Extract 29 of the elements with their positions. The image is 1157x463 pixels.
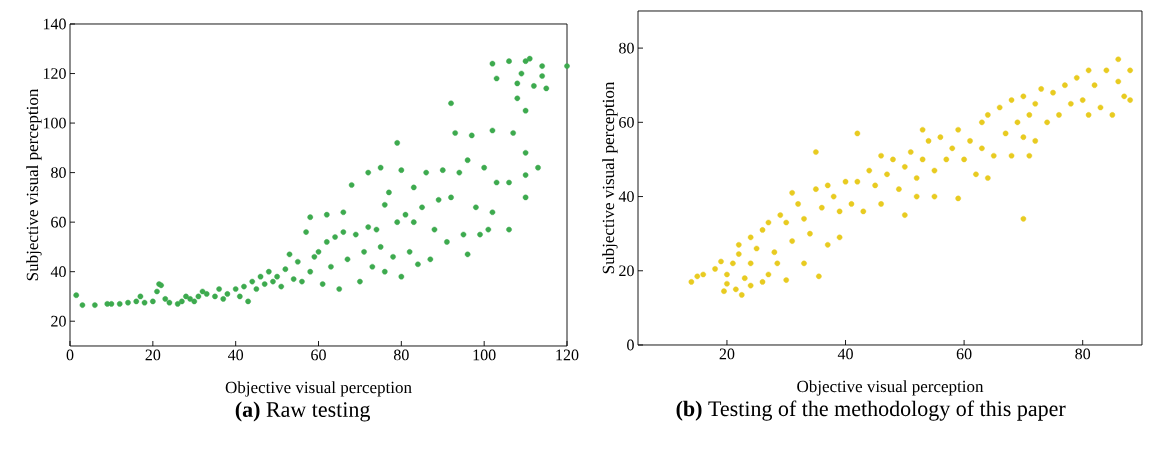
y-tick-label: 0 (627, 339, 634, 351)
x-tick-label: 80 (393, 349, 409, 361)
y-axis-title: Subjective visual perception (26, 88, 42, 281)
y-tick-label: 80 (619, 42, 634, 54)
x-tick-label: 20 (145, 349, 161, 361)
y-tick-label: 120 (43, 68, 66, 79)
x-tick-label: 80 (1075, 348, 1091, 360)
y-tick-label: 60 (51, 216, 66, 228)
x-tick-label: 40 (837, 348, 853, 360)
y-tick-label: 100 (43, 117, 66, 129)
x-tick-label: 0 (66, 349, 74, 361)
y-tick-label: 140 (43, 18, 66, 30)
y-tick-label: 20 (51, 315, 66, 327)
text: (b) Testing of the methodology of this paper (676, 400, 1066, 421)
x-tick-label: 60 (956, 348, 972, 360)
y-tick-label: 80 (51, 167, 66, 179)
x-tick-label: 120 (556, 349, 579, 361)
x-axis-title: Objective visual perception (797, 380, 984, 396)
x-tick-label: 40 (227, 349, 244, 361)
y-tick-label: 40 (50, 266, 66, 278)
y-axis-title: Subjective visual perception (602, 81, 618, 274)
y-tick-label: 40 (618, 191, 634, 202)
x-tick-label: 60 (311, 349, 326, 361)
y-tick-label: 20 (619, 265, 634, 277)
x-tick-label: 100 (473, 349, 496, 361)
x-axis-title: Objective visual perception (225, 381, 412, 397)
text: (a) Raw testing (235, 401, 370, 422)
x-tick-label: 20 (719, 348, 735, 360)
y-tick-label: 60 (619, 116, 634, 128)
